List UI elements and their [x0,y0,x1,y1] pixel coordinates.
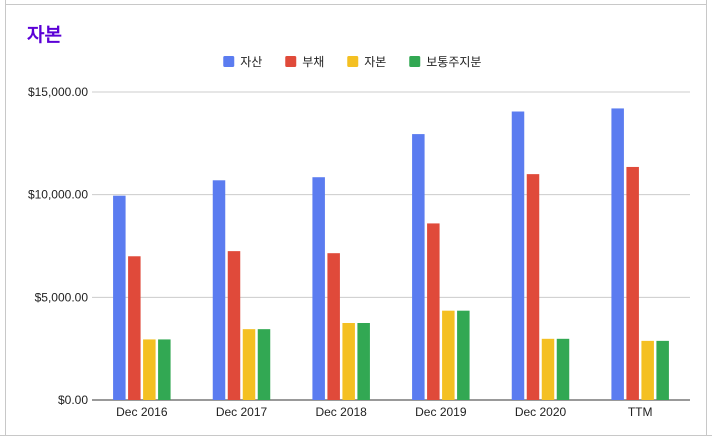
legend-swatch [409,56,421,67]
legend[interactable]: 자산 부채 자본 보통주지분 [223,55,481,69]
bar-4-6[interactable] [656,340,669,400]
legend-swatch [223,56,235,67]
bar-2-4[interactable] [427,223,440,400]
sheet-right-edge [706,0,712,444]
bar-2-3[interactable] [327,253,340,400]
bar-3-1[interactable] [143,339,156,400]
bar-1-5[interactable] [511,111,525,401]
bar-1-6[interactable] [611,108,624,400]
bars [113,108,669,401]
x-tick-label: TTM [628,405,653,419]
bar-3-3[interactable] [342,323,355,400]
sheet-left-edge [0,0,6,444]
bar-2-6[interactable] [626,166,639,400]
bar-2-1[interactable] [128,256,141,400]
bar-1-3[interactable] [312,177,325,400]
bar-4-4[interactable] [457,310,470,400]
bar-1-2[interactable] [212,180,226,400]
legend-label[interactable]: 자본 [364,55,386,69]
bar-2-2[interactable] [227,251,241,400]
bar-3-4[interactable] [442,310,455,400]
x-tick-label: Dec 2019 [415,405,467,419]
y-tick-label: $5,000.00 [35,290,89,304]
legend-label[interactable]: 자산 [240,55,262,69]
bar-4-1[interactable] [158,339,171,400]
bar-1-4[interactable] [412,134,425,401]
legend-swatch [347,56,359,67]
sheet-top-edge [0,0,712,5]
x-tick-label: Dec 2016 [116,405,168,419]
sheet-bottom-edge [0,435,712,444]
x-tick-label: Dec 2017 [216,405,268,419]
gridlines [92,91,690,401]
bar-1-1[interactable] [113,195,126,400]
x-tick-label: Dec 2018 [315,405,367,419]
legend-label[interactable]: 보통주지분 [426,55,481,69]
legend-label[interactable]: 부채 [302,55,324,69]
y-tick-label: $15,000.00 [28,85,88,99]
x-tick-label: Dec 2020 [515,405,567,419]
bar-4-3[interactable] [357,323,370,400]
y-tick-label: $10,000.00 [28,188,88,202]
bar-3-5[interactable] [541,338,555,400]
bar-2-5[interactable] [526,174,540,400]
bar-4-2[interactable] [257,329,271,400]
chart-title: 자본 [27,24,62,46]
y-tick-label: $0.00 [58,393,88,407]
y-axis-ticks: $0.00 $5,000.00 $10,000.00 $15,000.00 [28,85,88,407]
bar-4-5[interactable] [556,338,570,400]
x-axis-ticks: Dec 2016 Dec 2017 Dec 2018 Dec 2019 Dec 2020… [116,405,652,419]
bar-3-2[interactable] [242,329,256,400]
bar-3-6[interactable] [641,340,654,400]
legend-swatch [285,56,297,67]
